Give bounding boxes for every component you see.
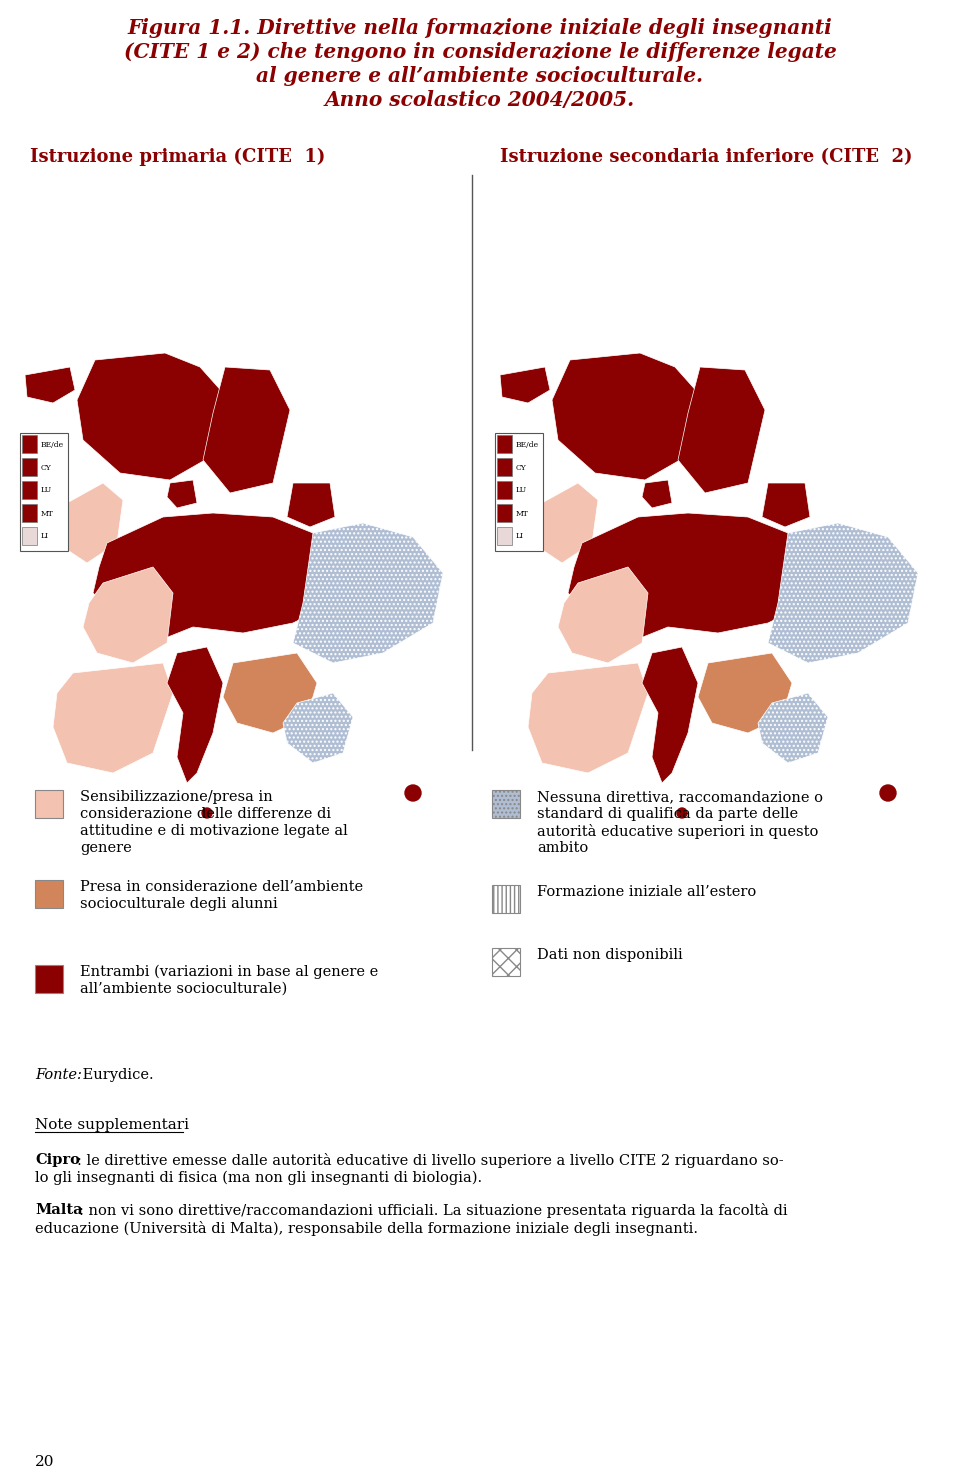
Text: Anno scolastico 2004/2005.: Anno scolastico 2004/2005. bbox=[324, 90, 636, 110]
Text: al genere e all’ambiente socioculturale.: al genere e all’ambiente socioculturale. bbox=[256, 66, 704, 85]
Polygon shape bbox=[223, 654, 317, 733]
Text: LU: LU bbox=[516, 487, 527, 495]
Text: CY: CY bbox=[516, 464, 527, 471]
Text: LI: LI bbox=[516, 533, 524, 540]
Circle shape bbox=[677, 808, 687, 818]
Polygon shape bbox=[77, 353, 225, 480]
Bar bbox=[497, 527, 512, 545]
Bar bbox=[497, 481, 512, 499]
Polygon shape bbox=[293, 523, 443, 662]
Text: socioculturale degli alunni: socioculturale degli alunni bbox=[80, 896, 277, 911]
Text: : le direttive emesse dalle autorità educative di livello superiore a livello CI: : le direttive emesse dalle autorità edu… bbox=[77, 1153, 783, 1167]
Text: educazione (Università di Malta), responsabile della formazione iniziale degli i: educazione (Università di Malta), respon… bbox=[35, 1220, 698, 1236]
Text: Presa in considerazione dell’ambiente: Presa in considerazione dell’ambiente bbox=[80, 880, 363, 894]
Bar bbox=[492, 790, 520, 818]
Bar bbox=[497, 436, 512, 453]
Text: Sensibilizzazione/presa in: Sensibilizzazione/presa in bbox=[80, 790, 273, 804]
Polygon shape bbox=[93, 514, 343, 643]
Text: Figura 1.1. Direttive nella formazione iniziale degli insegnanti: Figura 1.1. Direttive nella formazione i… bbox=[128, 18, 832, 38]
Polygon shape bbox=[528, 662, 648, 773]
Bar bbox=[497, 458, 512, 475]
Polygon shape bbox=[500, 367, 550, 403]
Text: (CITE 1 e 2) che tengono in considerazione le differenze legate: (CITE 1 e 2) che tengono in considerazio… bbox=[124, 43, 836, 62]
Polygon shape bbox=[167, 648, 223, 783]
Text: LI: LI bbox=[41, 533, 49, 540]
Text: attitudine e di motivazione legate al: attitudine e di motivazione legate al bbox=[80, 824, 348, 838]
Polygon shape bbox=[642, 480, 672, 508]
Polygon shape bbox=[283, 693, 353, 762]
Text: LU: LU bbox=[41, 487, 52, 495]
Text: autorità educative superiori in questo: autorità educative superiori in questo bbox=[537, 824, 818, 839]
Text: Entrambi (variazioni in base al genere e: Entrambi (variazioni in base al genere e bbox=[80, 966, 378, 979]
Polygon shape bbox=[512, 506, 535, 543]
Bar bbox=[22, 436, 37, 453]
Bar bbox=[492, 885, 520, 913]
Polygon shape bbox=[37, 506, 60, 543]
Bar bbox=[22, 458, 37, 475]
Text: Istruzione secondaria inferiore (CITE  2): Istruzione secondaria inferiore (CITE 2) bbox=[500, 149, 913, 166]
Polygon shape bbox=[53, 662, 173, 773]
Text: BE/de: BE/de bbox=[516, 440, 540, 449]
Bar bbox=[35, 966, 63, 994]
Text: BE/de: BE/de bbox=[41, 440, 64, 449]
Polygon shape bbox=[558, 567, 648, 662]
Circle shape bbox=[405, 785, 421, 801]
Text: MT: MT bbox=[41, 509, 54, 518]
Polygon shape bbox=[678, 367, 765, 493]
Polygon shape bbox=[25, 367, 75, 403]
Bar bbox=[22, 527, 37, 545]
Polygon shape bbox=[57, 483, 123, 562]
Text: genere: genere bbox=[80, 841, 132, 855]
Polygon shape bbox=[642, 648, 698, 783]
Polygon shape bbox=[758, 693, 828, 762]
Polygon shape bbox=[698, 654, 792, 733]
Text: MT: MT bbox=[516, 509, 529, 518]
Bar bbox=[22, 503, 37, 523]
Polygon shape bbox=[203, 367, 290, 493]
Text: CY: CY bbox=[41, 464, 52, 471]
Text: all’ambiente socioculturale): all’ambiente socioculturale) bbox=[80, 982, 287, 997]
Text: Note supplementari: Note supplementari bbox=[35, 1119, 189, 1132]
Bar bbox=[20, 433, 68, 551]
Polygon shape bbox=[167, 480, 197, 508]
Polygon shape bbox=[768, 523, 918, 662]
Text: Cipro: Cipro bbox=[35, 1153, 80, 1167]
Polygon shape bbox=[762, 483, 810, 527]
Text: Malta: Malta bbox=[35, 1203, 83, 1217]
Text: considerazione delle differenze di: considerazione delle differenze di bbox=[80, 807, 331, 821]
Text: Dati non disponibili: Dati non disponibili bbox=[537, 948, 683, 963]
Text: standard di qualifica da parte delle: standard di qualifica da parte delle bbox=[537, 807, 798, 821]
Text: Eurydice.: Eurydice. bbox=[78, 1069, 154, 1082]
Bar bbox=[492, 948, 520, 976]
Text: lo gli insegnanti di fisica (ma non gli insegnanti di biologia).: lo gli insegnanti di fisica (ma non gli … bbox=[35, 1172, 482, 1185]
Bar bbox=[497, 503, 512, 523]
Polygon shape bbox=[83, 567, 173, 662]
Polygon shape bbox=[532, 483, 598, 562]
Text: Formazione iniziale all’estero: Formazione iniziale all’estero bbox=[537, 885, 756, 899]
Polygon shape bbox=[287, 483, 335, 527]
Text: ambito: ambito bbox=[537, 841, 588, 855]
Polygon shape bbox=[552, 353, 700, 480]
Text: 20: 20 bbox=[35, 1454, 55, 1469]
Text: : non vi sono direttive/raccomandazioni ufficiali. La situazione presentata rigu: : non vi sono direttive/raccomandazioni … bbox=[79, 1203, 787, 1217]
Bar bbox=[22, 481, 37, 499]
Circle shape bbox=[202, 808, 212, 818]
Circle shape bbox=[880, 785, 896, 801]
Bar bbox=[35, 880, 63, 908]
Text: Nessuna direttiva, raccomandazione o: Nessuna direttiva, raccomandazione o bbox=[537, 790, 823, 804]
Text: Fonte:: Fonte: bbox=[35, 1069, 82, 1082]
Bar bbox=[495, 433, 543, 551]
Bar bbox=[35, 790, 63, 818]
Text: Istruzione primaria (CITE  1): Istruzione primaria (CITE 1) bbox=[30, 149, 325, 166]
Polygon shape bbox=[568, 514, 818, 643]
